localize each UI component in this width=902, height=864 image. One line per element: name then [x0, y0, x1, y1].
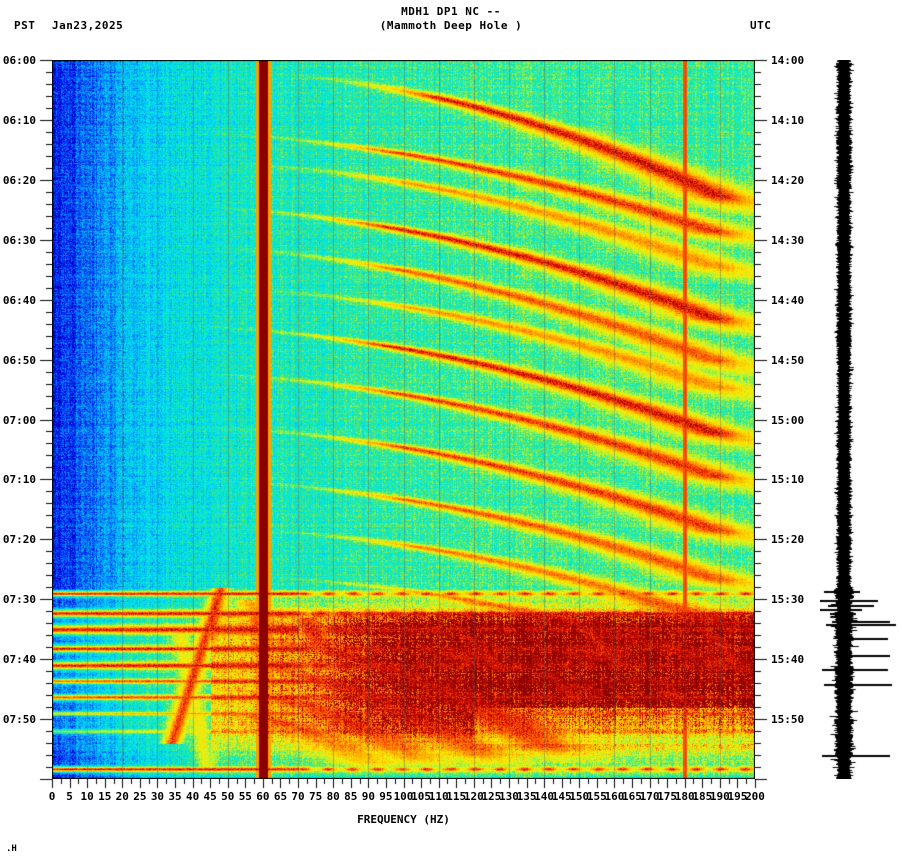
utc-time-label: 14:50	[771, 353, 805, 367]
pst-time-label: 06:40	[2, 293, 36, 307]
frequency-tick-label: 85	[344, 790, 358, 803]
utc-time-label: 14:30	[771, 233, 805, 247]
frequency-tick-label: 25	[133, 790, 147, 803]
frequency-tick-label: 10	[80, 790, 94, 803]
frequency-tick-label: 160	[604, 790, 625, 803]
frequency-axis: 0 5 10 15 20 25 30 35 40 45 50 55 60 65 70 75 80 85 90 95 10…	[40, 779, 780, 803]
spectrogram-canvas[interactable]	[52, 60, 755, 779]
frequency-tick-label: 35	[168, 790, 182, 803]
header: MDH1 DP1 NC -- (Mammoth Deep Hole ) PST …	[0, 0, 902, 46]
utc-time-label: 15:20	[771, 533, 805, 547]
frequency-tick-label: 190	[709, 790, 730, 803]
pst-time-label: 07:50	[2, 713, 36, 727]
frequency-tick-label: 70	[291, 790, 305, 803]
frequency-tick-label: 120	[463, 790, 484, 803]
time-axis-utc: 14:00 14:10 14:20 14:30 14:40 14:50 15:00 15:10…	[755, 50, 815, 790]
frequency-tick-label: 30	[150, 790, 165, 803]
frequency-tick-label: 170	[639, 790, 660, 803]
pst-time-label: 06:30	[2, 233, 36, 247]
corner-artifact-glyph: .H	[6, 844, 17, 854]
frequency-tick-label: 45	[203, 790, 217, 803]
utc-time-label: 14:00	[771, 54, 805, 67]
frequency-tick-label: 75	[309, 790, 323, 803]
frequency-tick-label: 150	[569, 790, 590, 803]
pst-time-label: 07:10	[2, 473, 36, 487]
frequency-tick-label: 110	[428, 790, 449, 803]
page-title: MDH1 DP1 NC --	[401, 5, 501, 18]
frequency-tick-label: 50	[221, 790, 235, 803]
seismogram-canvas	[820, 60, 902, 779]
frequency-tick-label: 15	[98, 790, 112, 803]
frequency-tick-label: 5	[66, 790, 73, 803]
spectrogram-plot[interactable]	[52, 60, 755, 779]
frequency-tick-label: 180	[674, 790, 695, 803]
frequency-tick-label: 165	[622, 790, 642, 803]
frequency-tick-label: 105	[411, 790, 431, 803]
station-subtitle: (Mammoth Deep Hole )	[379, 19, 523, 32]
pst-time-label: 06:50	[2, 353, 36, 367]
frequency-tick-label: 175	[657, 790, 678, 803]
utc-time-label: 15:50	[771, 713, 805, 727]
frequency-tick-label: 135	[516, 790, 537, 803]
frequency-tick-label: 90	[361, 790, 375, 803]
pst-time-label: 07:00	[2, 413, 36, 427]
utc-time-label: 15:00	[771, 413, 805, 427]
timezone-right-label: UTC	[750, 19, 772, 32]
utc-time-label: 14:20	[771, 173, 805, 187]
frequency-tick-label: 0	[48, 790, 56, 803]
frequency-tick-label: 200	[745, 790, 765, 803]
frequency-tick-label: 20	[115, 790, 129, 803]
date-label: Jan23,2025	[52, 19, 124, 32]
utc-time-label: 15:10	[771, 473, 805, 487]
frequency-tick-label: 95	[379, 790, 393, 803]
utc-time-label: 15:40	[771, 653, 805, 667]
frequency-tick-label: 155	[586, 790, 607, 803]
utc-time-label: 15:30	[771, 593, 805, 607]
timezone-left-label: PST	[14, 19, 36, 32]
frequency-tick-label: 65	[273, 790, 288, 803]
frequency-tick-label: 130	[499, 790, 519, 803]
frequency-tick-label: 40	[185, 790, 200, 803]
pst-time-label: 07:20	[2, 533, 36, 547]
pst-time-label: 07:40	[2, 653, 36, 667]
pst-time-label: 06:00	[2, 54, 36, 67]
frequency-tick-label: 145	[551, 790, 572, 803]
frequency-tick-label: 60	[256, 790, 270, 803]
pst-time-label: 06:10	[2, 113, 36, 127]
frequency-tick-label: 100	[393, 790, 414, 803]
frequency-axis-title: FREQUENCY (HZ)	[357, 813, 450, 826]
frequency-tick-label: 185	[692, 790, 713, 803]
utc-time-label: 14:40	[771, 293, 805, 307]
frequency-tick-label: 80	[326, 790, 340, 803]
seismogram-trace	[820, 60, 902, 779]
utc-time-label: 14:10	[771, 113, 805, 127]
frequency-tick-label: 125	[481, 790, 502, 803]
frequency-tick-label: 55	[238, 790, 252, 803]
frequency-tick-label: 140	[534, 790, 555, 803]
pst-time-label: 06:20	[2, 173, 36, 187]
frequency-tick-label: 115	[446, 790, 467, 803]
frequency-tick-label: 195	[727, 790, 748, 803]
time-axis-pst: 06:00 06:10 06:20 06:30 06:40 06:50 07:00 07:10…	[0, 50, 52, 790]
pst-time-label: 07:30	[2, 593, 36, 607]
